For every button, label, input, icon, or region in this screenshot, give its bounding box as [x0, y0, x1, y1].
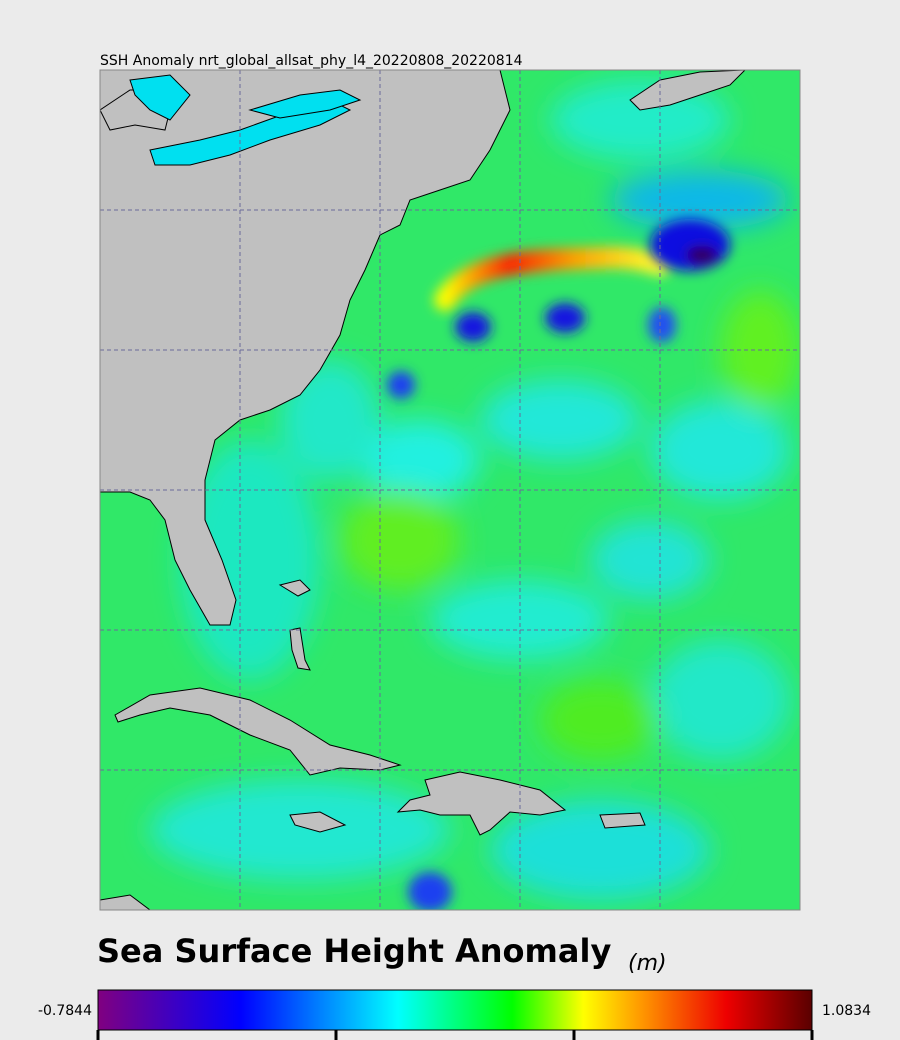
eddies — [387, 219, 730, 910]
colorbar-title: Sea Surface Height Anomaly — [97, 932, 611, 970]
colorbar-ticks — [96, 1030, 814, 1040]
puerto-rico — [599, 812, 646, 829]
cuba — [114, 687, 402, 776]
jamaica — [289, 811, 347, 833]
colorbar — [97, 989, 813, 1031]
graticule — [100, 70, 800, 910]
colorbar-max: 1.0834 — [822, 1003, 871, 1019]
north-america — [100, 70, 511, 626]
map — [100, 70, 800, 910]
map-title: SSH Anomaly nrt_global_allsat_phy_l4_202… — [100, 53, 523, 69]
nova-scotia — [629, 70, 746, 111]
great-lakes — [149, 99, 352, 166]
colorbar-min: -0.7844 — [38, 1003, 92, 1019]
map-frame — [99, 69, 801, 911]
colorbar-unit: (m) — [628, 951, 667, 976]
ssh-field — [150, 80, 800, 900]
